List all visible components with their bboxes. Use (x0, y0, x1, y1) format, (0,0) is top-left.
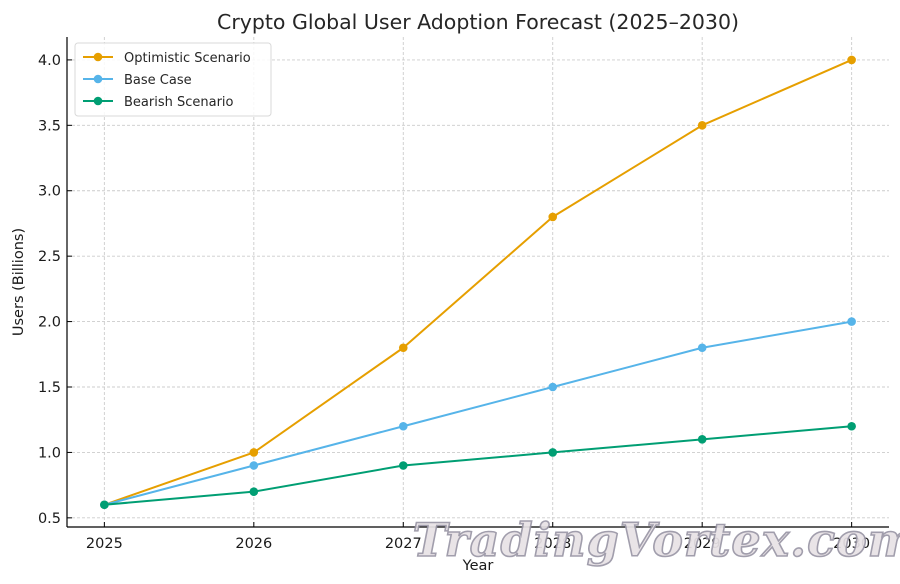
x-axis-label: Year (462, 558, 494, 574)
data-point (398, 343, 408, 353)
chart-title: Crypto Global User Adoption Forecast (20… (217, 10, 739, 34)
y-tick-label: 4.0 (38, 53, 61, 69)
legend-marker-icon (93, 96, 103, 106)
y-tick-label: 2.0 (38, 315, 61, 331)
data-point (100, 500, 109, 510)
series-base-case (100, 317, 856, 510)
data-point (697, 435, 707, 444)
legend-marker-icon (93, 52, 103, 62)
data-point (847, 421, 856, 431)
data-point (249, 461, 259, 470)
y-tick-label: 3.5 (38, 118, 61, 134)
grid-lines (67, 37, 889, 527)
legend-label: Bearish Scenario (124, 95, 234, 110)
legend: Optimistic Scenario Base Case Bearish Scen… (74, 42, 272, 117)
data-point (697, 343, 707, 353)
legend-item: Bearish Scenario (83, 95, 234, 110)
y-tick-label: 3.0 (38, 184, 61, 200)
x-tick-label: 2027 (385, 536, 422, 552)
series-layer (100, 55, 856, 510)
y-axis-label: Users (Billions) (11, 228, 27, 336)
series-bearish-scenario (100, 421, 856, 510)
watermark: TradingVortex.com (413, 513, 900, 567)
y-tick-label: 0.5 (38, 511, 61, 527)
data-point (398, 421, 408, 431)
data-point (548, 448, 558, 457)
y-axis-ticks: 0.5 1.0 1.5 2.0 2.5 3.0 3.5 4.0 (38, 53, 72, 527)
y-tick-label: 2.5 (38, 249, 61, 265)
data-point (697, 121, 707, 130)
y-tick-label: 1.5 (38, 380, 61, 396)
x-axis-ticks: 2025 2026 2027 2028 2029 2030 (86, 522, 870, 552)
series-line (104, 58, 853, 506)
data-point (548, 212, 558, 222)
x-tick-label: 2026 (235, 536, 272, 552)
legend-item: Optimistic Scenario (83, 51, 251, 66)
axes (66, 37, 889, 528)
legend-box (74, 42, 272, 117)
legend-label: Optimistic Scenario (124, 51, 251, 66)
data-point (398, 461, 408, 470)
data-point (548, 382, 558, 392)
series-line (104, 425, 852, 506)
data-point (847, 55, 856, 65)
legend-marker-icon (93, 74, 103, 84)
legend-label: Base Case (124, 73, 192, 88)
data-point (249, 487, 259, 496)
y-tick-label: 1.0 (38, 445, 61, 461)
legend-item: Base Case (83, 73, 192, 88)
x-tick-label: 2030 (833, 536, 870, 552)
data-point (847, 317, 856, 326)
x-tick-label: 2025 (86, 536, 123, 552)
series-line (104, 320, 852, 506)
x-tick-label: 2028 (534, 536, 571, 552)
x-tick-label: 2029 (684, 536, 721, 552)
data-point (249, 448, 259, 457)
